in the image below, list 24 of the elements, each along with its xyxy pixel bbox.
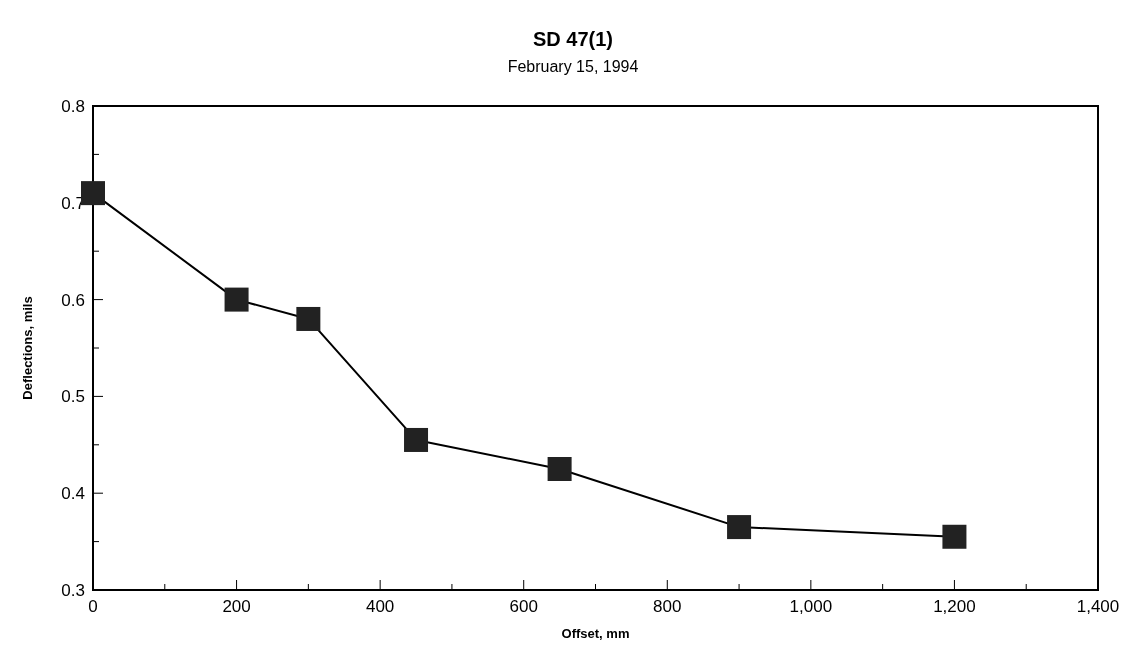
y-tick-label: 0.5 bbox=[61, 387, 85, 407]
x-tick-label: 600 bbox=[509, 597, 538, 616]
point bbox=[224, 287, 249, 312]
y-tick-label: 0.4 bbox=[61, 484, 85, 504]
x-tick-label: 400 bbox=[365, 597, 395, 616]
x-axis-title: Offset, mm bbox=[561, 626, 630, 641]
point bbox=[296, 306, 321, 331]
chart-title: SD 47(1) bbox=[532, 28, 614, 50]
x-tick-label: 0 bbox=[88, 597, 98, 616]
y-tick-label: 0.8 bbox=[61, 97, 85, 116]
x-tick-label: 1,000 bbox=[789, 597, 833, 616]
y-axis-title: Deflections, mils bbox=[20, 296, 35, 400]
point bbox=[404, 427, 429, 452]
x-tick-label: 1,200 bbox=[933, 597, 976, 616]
chart-subtitle: February 15, 1994 bbox=[507, 58, 639, 75]
y-tick-label: 0.6 bbox=[61, 290, 85, 310]
point bbox=[942, 524, 967, 549]
x-tick-label: 200 bbox=[222, 597, 251, 616]
point bbox=[727, 515, 752, 540]
y-tick-label: 0.3 bbox=[61, 581, 85, 600]
x-tick-label: 800 bbox=[653, 597, 682, 616]
point bbox=[547, 457, 572, 481]
x-tick-label: 1,400 bbox=[1076, 597, 1120, 616]
point bbox=[81, 181, 105, 206]
